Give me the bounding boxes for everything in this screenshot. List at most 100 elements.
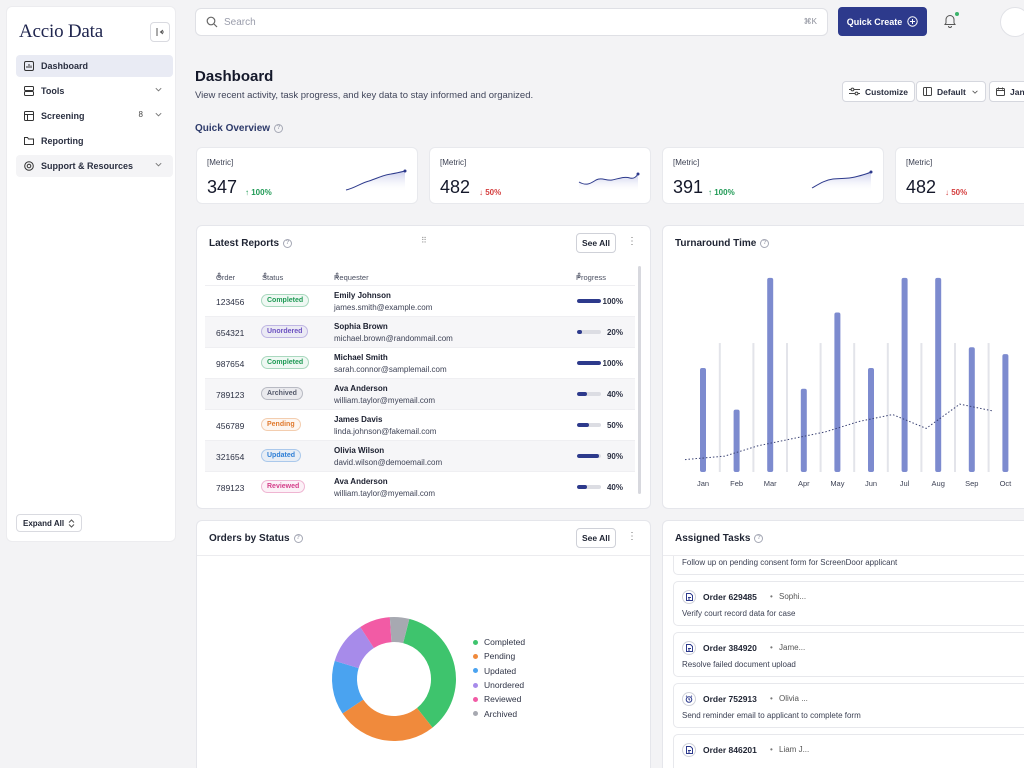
column-label: Progress [576,273,607,282]
column-header-order[interactable]: Order ⇕ [216,271,236,282]
table-row[interactable]: 123456 Completed Emily Johnson james.smith@… [205,285,635,316]
progress-bar [577,299,601,303]
scrollbar[interactable] [638,266,641,494]
info-icon[interactable]: ? [283,239,293,248]
drag-handle-icon[interactable]: ⠿ [421,236,427,245]
progress-value: 50% [606,421,623,430]
chart-bar[interactable] [868,368,874,472]
view-select[interactable]: Default [916,81,986,102]
table-row[interactable]: 654321 Unordered Sophia Brown michael.brown… [205,316,635,347]
task-description: Verify court record data for case [682,609,796,618]
donut-slice[interactable] [360,617,392,648]
chart-bar[interactable] [834,312,841,472]
table-row[interactable]: 789123 Archived Ava Anderson william.taylor… [205,378,635,409]
bell-icon[interactable] [943,13,957,28]
see-all-button[interactable]: See All [576,528,617,548]
column-header-requester[interactable]: Requester ⇕ [334,271,369,282]
expand-all-button[interactable]: Expand All [16,514,83,532]
customize-button[interactable]: Customize [842,81,915,102]
info-icon[interactable]: ? [274,124,284,133]
more-options-icon[interactable]: ⋮ [627,236,637,247]
chart-bar[interactable] [767,277,774,472]
metric-delta-value: 50% [485,188,502,197]
page-title: Dashboard [195,68,274,85]
sparkline [811,170,873,192]
metric-card[interactable]: [Metric] 347 ↑ 100% [196,147,418,204]
requester-name: James Davis [334,415,383,424]
donut-slice[interactable] [389,617,410,644]
task-card[interactable]: Order 384920 • Jame... Resolve failed docum… [673,632,1024,677]
chart-bar[interactable] [733,409,740,472]
sidebar-item-reporting[interactable]: Reporting [16,130,173,152]
metric-card[interactable]: [Metric] 482 ↓ 50% [895,147,1024,204]
search-input[interactable]: Search ⌘K [195,8,828,36]
donut-slice[interactable] [332,660,364,714]
more-options-icon[interactable]: ⋮ [627,531,637,542]
requester-email: michael.brown@randommail.com [334,334,453,343]
task-card[interactable]: Order 752913 • Olivia ... Send reminder ema… [673,683,1024,728]
info-icon[interactable]: ? [760,239,770,248]
metric-card[interactable]: [Metric] 482 ↓ 50% [429,147,651,204]
quick-create-button[interactable]: Quick Create [838,7,927,36]
see-all-button[interactable]: See All [576,233,617,253]
donut-slice[interactable] [334,626,374,669]
x-tick-label: Jan [697,479,709,488]
chart-bar[interactable] [800,388,807,472]
task-order: Order 384920 [703,643,757,653]
status-badge: Archived [261,387,303,400]
avatar[interactable] [1000,7,1024,37]
search-placeholder: Search [224,16,256,28]
grid-bar [786,343,788,472]
column-label: Requester [334,273,369,282]
chart-bar[interactable] [1002,354,1009,472]
metric-card[interactable]: [Metric] 391 ↑ 100% [662,147,884,204]
sidebar-item-support[interactable]: Support & Resources [16,155,173,177]
sidebar-item-screening[interactable]: Screening 8 [16,105,173,127]
legend-item[interactable]: Archived [473,706,525,720]
requester-name: Olivia Wilson [334,446,385,455]
legend-item[interactable]: Unordered [473,678,525,692]
info-icon[interactable]: ? [293,534,303,543]
legend-item[interactable]: Updated [473,664,525,678]
progress-value: 40% [606,483,623,492]
legend-swatch [473,668,478,674]
sidebar-item-tools[interactable]: Tools [16,80,173,102]
chart-bar[interactable] [968,347,975,472]
legend-item[interactable]: Reviewed [473,692,525,706]
sparkline [578,172,640,192]
tools-icon [24,86,34,96]
sidebar-item-dashboard[interactable]: Dashboard [16,55,173,77]
sidebar-item-label: Dashboard [41,61,89,71]
donut-slice[interactable] [403,618,456,728]
grid-bar [819,343,822,472]
screening-count-badge: 8 [138,110,143,119]
chart-bar[interactable] [901,277,908,472]
chart-bar[interactable] [935,277,942,472]
column-label: Order [216,273,236,282]
task-card[interactable]: Order 629485 • Sophi... Verify court record… [673,581,1024,626]
table-row[interactable]: 456789 Pending James Davis linda.johnson@fa… [205,409,635,440]
legend-item[interactable]: Pending [473,649,525,663]
collapse-sidebar-button[interactable] [150,22,170,42]
x-tick-label: Oct [1000,479,1013,488]
requester-email: william.taylor@myemail.com [334,489,436,498]
column-header-status[interactable]: Status ⇕ [262,271,284,282]
task-description: Resolve failed document upload [682,660,796,669]
requester-name: Ava Anderson [334,384,388,393]
assigned-tasks-title: Assigned Tasks [675,533,751,544]
x-tick-label: Feb [730,479,743,488]
metric-label: [Metric] [673,158,700,167]
donut-slice[interactable] [342,699,433,741]
date-range-button[interactable]: Jan 1 [989,81,1024,102]
column-header-progress[interactable]: Progress ⇕ [576,271,607,282]
info-icon[interactable]: ? [754,534,764,543]
table-row[interactable]: 321654 Updated Olivia Wilson david.wilson@d… [205,440,635,471]
task-card[interactable]: Order 138574•Micha...Follow up on pendin… [673,556,1024,575]
metric-value: 482 [906,177,937,197]
chart-bar[interactable] [700,368,706,472]
table-row[interactable]: 789123 Reviewed Ava Anderson william.taylor… [205,471,635,502]
table-row[interactable]: 987654 Completed Michael Smith sarah.connor… [205,347,635,378]
grid-bar [920,343,923,472]
legend-item[interactable]: Completed [473,635,525,649]
task-card[interactable]: Order 846201 • Liam J... [673,734,1024,768]
